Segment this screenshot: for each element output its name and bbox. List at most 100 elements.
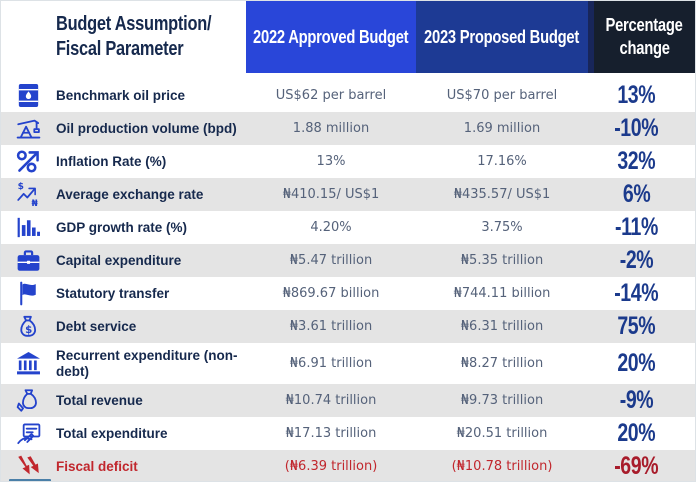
header-parameter-line2: Fiscal Parameter bbox=[56, 38, 184, 60]
table-row: Oil production volume (bpd) 1.88 million… bbox=[1, 112, 695, 145]
table-row: $ ₦ Average exchange rate ₦410.15/ US$1 … bbox=[1, 178, 695, 211]
column-header-2022-approved-budget: 2022 Approved Budget bbox=[246, 1, 416, 73]
oil-pump-icon bbox=[1, 112, 56, 145]
table-row: Fiscal deficit (₦6.39 trillion) (₦10.78 … bbox=[1, 450, 695, 481]
table-row: Recurrent expenditure (non-debt) ₦6.91 t… bbox=[1, 343, 695, 384]
percentage-change: 6% bbox=[588, 180, 695, 209]
table-row: Total expenditure ₦17.13 trillion ₦20.51… bbox=[1, 417, 695, 450]
parameter-label: Debt service bbox=[56, 318, 137, 334]
value-2023: ₦5.35 trillion bbox=[460, 253, 544, 268]
value-2022: US$62 per barrel bbox=[275, 88, 387, 103]
column-header-parameter: Budget Assumption/ Fiscal Parameter bbox=[1, 1, 246, 73]
header-2023-label: 2023 Proposed Budget bbox=[424, 26, 580, 47]
value-2023: ₦744.11 billion bbox=[453, 286, 551, 301]
percentage-change-value: 20% bbox=[617, 349, 656, 377]
header-pct-line1: Percentage bbox=[605, 14, 684, 35]
value-2022: ₦6.91 trillion bbox=[289, 356, 373, 371]
decline-arrows-icon bbox=[1, 450, 56, 481]
table-row: GDP growth rate (%) 4.20% 3.75% -11% bbox=[1, 211, 695, 244]
money-bag-hand-icon bbox=[1, 384, 56, 417]
value-2022: 13% bbox=[316, 154, 346, 169]
oil-barrel-icon bbox=[1, 79, 56, 112]
percentage-change-value: 32% bbox=[617, 147, 656, 175]
parameter-label: Fiscal deficit bbox=[56, 458, 138, 474]
parameter-label: Capital expenditure bbox=[56, 252, 182, 268]
percentage-change: -10% bbox=[588, 114, 695, 143]
svg-text:$: $ bbox=[18, 182, 24, 192]
bar-chart-icon bbox=[1, 211, 56, 244]
value-2023: ₦9.73 trillion bbox=[460, 393, 544, 408]
percentage-change: -2% bbox=[588, 246, 695, 275]
column-header-2023-proposed-budget: 2023 Proposed Budget bbox=[416, 1, 588, 73]
value-2023: 3.75% bbox=[481, 220, 523, 235]
percentage-change-value: -14% bbox=[614, 279, 659, 307]
header-parameter-line1: Budget Assumption/ bbox=[56, 13, 212, 35]
table-row: Total revenue ₦10.74 trillion ₦9.73 tril… bbox=[1, 384, 695, 417]
percentage-change-value: 6% bbox=[622, 180, 651, 208]
value-2023: (₦10.78 trillion) bbox=[451, 459, 553, 474]
parameter-label: GDP growth rate (%) bbox=[56, 219, 188, 235]
parameter-label: Oil production volume (bpd) bbox=[56, 120, 237, 136]
cheque-writing-icon bbox=[1, 417, 56, 450]
value-2022: (₦6.39 trillion) bbox=[284, 459, 378, 474]
value-2023: ₦6.31 trillion bbox=[460, 319, 544, 334]
table-row: Inflation Rate (%) 13% 17.16% 32% bbox=[1, 145, 695, 178]
table-header: Budget Assumption/ Fiscal Parameter 2022… bbox=[1, 1, 695, 73]
svg-text:₦: ₦ bbox=[32, 199, 39, 209]
percentage-change-value: -11% bbox=[615, 213, 658, 241]
table-row: Benchmark oil price US$62 per barrel US$… bbox=[1, 79, 695, 112]
percentage-change: 20% bbox=[588, 349, 695, 378]
value-2022: ₦17.13 trillion bbox=[285, 426, 377, 441]
percentage-change: -11% bbox=[588, 213, 695, 242]
percentage-change: -9% bbox=[588, 386, 695, 415]
value-2022: 4.20% bbox=[310, 220, 352, 235]
header-pct-line2: change bbox=[619, 38, 670, 58]
value-2023: 17.16% bbox=[477, 154, 527, 169]
parameter-label: Average exchange rate bbox=[56, 186, 204, 202]
percentage-change: -14% bbox=[588, 279, 695, 308]
value-2022: ₦10.74 trillion bbox=[285, 393, 377, 408]
parameter-label: Recurrent expenditure (non-debt) bbox=[56, 347, 238, 379]
table-row: Capital expenditure ₦5.47 trillion ₦5.35… bbox=[1, 244, 695, 277]
value-2022: ₦410.15/ US$1 bbox=[282, 187, 380, 202]
value-2022: ₦3.61 trillion bbox=[289, 319, 373, 334]
column-header-percentage-change: Percentage change bbox=[588, 1, 695, 73]
money-bag-icon: $ bbox=[1, 310, 56, 343]
value-2023: US$70 per barrel bbox=[446, 88, 558, 103]
table-row: Statutory transfer ₦869.67 billion ₦744.… bbox=[1, 277, 695, 310]
flag-icon bbox=[1, 277, 56, 310]
percentage-change-value: 20% bbox=[617, 419, 656, 447]
parameter-label: Total expenditure bbox=[56, 425, 168, 441]
table-row: $ Debt service ₦3.61 trillion ₦6.31 tril… bbox=[1, 310, 695, 343]
svg-text:$: $ bbox=[25, 324, 32, 336]
bank-icon bbox=[1, 343, 56, 384]
parameter-label: Inflation Rate (%) bbox=[56, 153, 167, 169]
header-2022-label: 2022 Approved Budget bbox=[253, 26, 409, 47]
value-2023: ₦20.51 trillion bbox=[456, 426, 548, 441]
parameter-label: Total revenue bbox=[56, 392, 143, 408]
percent-growth-icon bbox=[1, 145, 56, 178]
value-2023: ₦8.27 trillion bbox=[460, 356, 544, 371]
parameter-label: Statutory transfer bbox=[56, 285, 170, 301]
briefcase-icon bbox=[1, 244, 56, 277]
percentage-change-value: 13% bbox=[617, 81, 656, 109]
percentage-change-value: 75% bbox=[617, 312, 656, 340]
percentage-change: -69% bbox=[588, 452, 695, 481]
percentage-change: 32% bbox=[588, 147, 695, 176]
value-2022: ₦5.47 trillion bbox=[289, 253, 373, 268]
value-2022: ₦869.67 billion bbox=[282, 286, 380, 301]
percentage-change-value: -2% bbox=[619, 246, 654, 274]
table-body: Benchmark oil price US$62 per barrel US$… bbox=[1, 79, 695, 481]
percentage-change: 20% bbox=[588, 419, 695, 448]
exchange-rate-icon: $ ₦ bbox=[1, 178, 56, 211]
value-2023: 1.69 million bbox=[463, 121, 541, 136]
percentage-change: 13% bbox=[588, 81, 695, 110]
percentage-change-value: -9% bbox=[619, 386, 654, 414]
percentage-change: 75% bbox=[588, 312, 695, 341]
percentage-change-value: -10% bbox=[614, 114, 659, 142]
parameter-label: Benchmark oil price bbox=[56, 87, 186, 103]
value-2023: ₦435.57/ US$1 bbox=[453, 187, 551, 202]
value-2022: 1.88 million bbox=[292, 121, 370, 136]
percentage-change-value: -69% bbox=[614, 452, 659, 480]
